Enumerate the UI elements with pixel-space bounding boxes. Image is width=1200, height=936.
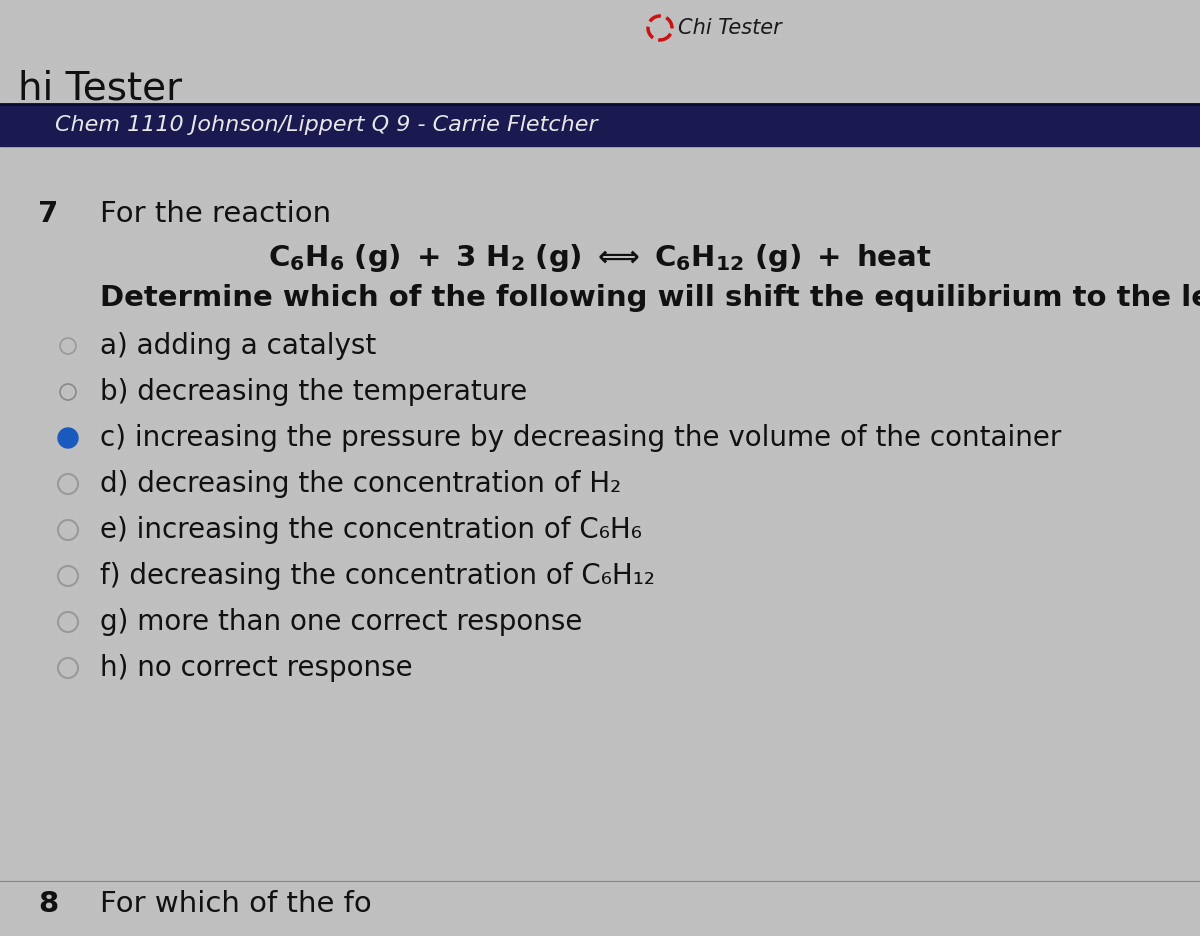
Text: 7: 7 xyxy=(38,200,59,228)
Text: hi Tester: hi Tester xyxy=(18,69,182,107)
Circle shape xyxy=(58,428,78,448)
Text: g) more than one correct response: g) more than one correct response xyxy=(100,608,582,636)
Text: Chi Tester: Chi Tester xyxy=(678,18,781,38)
Text: c) increasing the pressure by decreasing the volume of the container: c) increasing the pressure by decreasing… xyxy=(100,424,1061,452)
Text: e) increasing the concentration of C₆H₆: e) increasing the concentration of C₆H₆ xyxy=(100,516,642,544)
Text: h) no correct response: h) no correct response xyxy=(100,654,413,682)
Text: 8: 8 xyxy=(38,890,58,918)
Text: Determine which of the following will shift the equilibrium to the left.: Determine which of the following will sh… xyxy=(100,284,1200,312)
Text: f) decreasing the concentration of C₆H₁₂: f) decreasing the concentration of C₆H₁₂ xyxy=(100,562,655,590)
Text: For which of the fo: For which of the fo xyxy=(100,890,372,918)
Text: $\mathbf{C_6H_6\ (g)\ +\ 3\ H_2\ (g)\ \Longleftrightarrow\ C_6H_{12}\ (g)\ +\ he: $\mathbf{C_6H_6\ (g)\ +\ 3\ H_2\ (g)\ \L… xyxy=(268,242,932,274)
Text: For the reaction: For the reaction xyxy=(100,200,331,228)
Text: Chem 1110 Johnson/Lippert Q 9 - Carrie Fletcher: Chem 1110 Johnson/Lippert Q 9 - Carrie F… xyxy=(55,115,598,135)
Text: d) decreasing the concentration of H₂: d) decreasing the concentration of H₂ xyxy=(100,470,622,498)
Text: b) decreasing the temperature: b) decreasing the temperature xyxy=(100,378,527,406)
Bar xyxy=(0,104,1200,146)
Text: a) adding a catalyst: a) adding a catalyst xyxy=(100,332,377,360)
